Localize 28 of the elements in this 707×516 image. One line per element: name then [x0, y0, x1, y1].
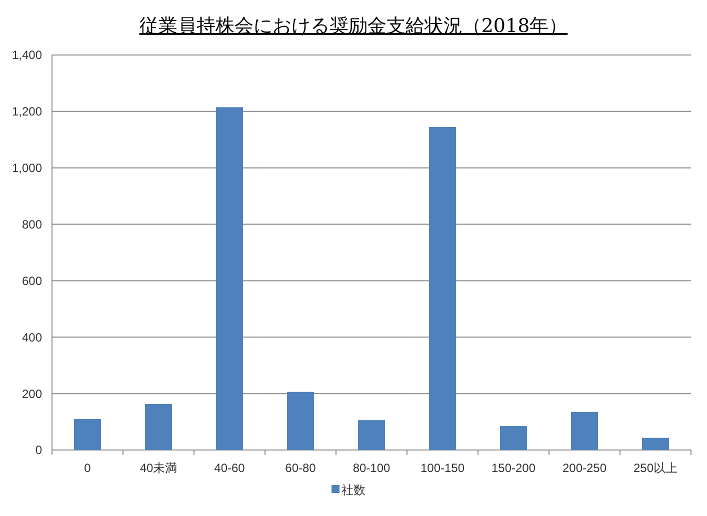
bar	[145, 404, 172, 450]
bar	[642, 438, 669, 450]
x-tick-label: 200-250	[562, 461, 607, 475]
x-tick-label: 100-150	[420, 461, 465, 475]
y-tick-label: 400	[22, 330, 42, 344]
y-tick-label: 600	[22, 274, 42, 288]
y-tick-label: 800	[22, 217, 42, 232]
bar	[287, 392, 314, 450]
x-tick-label: 40未満	[140, 461, 178, 475]
bar	[216, 107, 243, 450]
x-tick-label: 80-100	[352, 461, 391, 475]
y-tick-label: 200	[22, 386, 42, 401]
y-tick-label: 1,200	[12, 104, 42, 119]
y-tick-label: 1,400	[12, 48, 42, 62]
y-tick-label: 1,000	[12, 161, 42, 176]
x-tick-label: 150-200	[491, 461, 536, 475]
bar	[74, 418, 101, 450]
legend-label: 社数	[342, 483, 366, 497]
x-tick-label: 40-60	[214, 461, 246, 475]
y-tick-label: 0	[35, 443, 42, 458]
chart-title: 従業員持株会における奨励金支給状況（2018年）	[139, 15, 568, 37]
bar	[571, 412, 598, 450]
x-tick-label: 0	[84, 461, 92, 475]
bar	[429, 126, 456, 450]
bar	[358, 420, 385, 450]
bar	[500, 426, 527, 450]
x-tick-label: 250以上	[633, 461, 678, 475]
x-tick-label: 60-80	[285, 461, 316, 475]
